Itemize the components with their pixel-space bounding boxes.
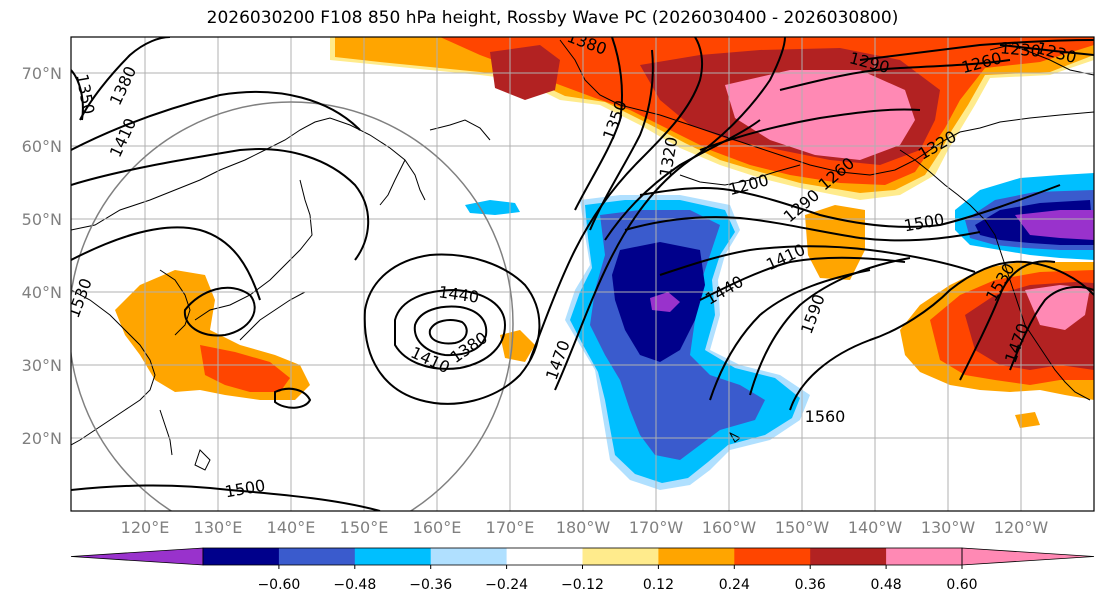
height-contours	[71, 37, 1094, 511]
colorbar-cell	[810, 548, 887, 565]
colorbar-cell	[278, 548, 356, 565]
colorbar-cell	[582, 548, 659, 565]
lat-label-60n: 60°N	[22, 137, 62, 156]
graticule	[71, 37, 1094, 511]
contour-label: 1230	[999, 38, 1041, 60]
colorbar-extend-low	[70, 547, 204, 566]
colorbar-tick-label: −0.36	[409, 577, 452, 593]
lon-label: 120°E	[121, 518, 170, 537]
colorbar-cells	[70, 547, 1095, 566]
lat-label-40n: 40°N	[22, 283, 62, 302]
colorbar-tick-label: 0.48	[871, 577, 902, 593]
colorbar-tick-label: −0.12	[561, 577, 604, 593]
lon-label: 130°E	[194, 518, 243, 537]
anomaly-positive-north	[330, 37, 1094, 280]
colorbar-cell	[203, 548, 280, 565]
anomaly-negative-pacific-northwest	[955, 173, 1094, 260]
lat-label-50n: 50°N	[22, 210, 62, 229]
lat-label-70n: 70°N	[22, 64, 62, 83]
lon-label: 140°E	[267, 518, 316, 537]
colorbar-tick-label: −0.60	[257, 577, 300, 593]
contour-label: 1560	[805, 407, 846, 426]
lon-label: 180°W	[556, 518, 611, 537]
colorbar-cell	[430, 548, 508, 565]
colorbar-tick-label: −0.48	[333, 577, 376, 593]
lon-label: 150°E	[340, 518, 389, 537]
colorbar-cell	[658, 548, 735, 565]
coastlines	[71, 39, 1094, 471]
lon-label: 170°W	[629, 518, 684, 537]
lon-label: 150°W	[775, 518, 830, 537]
colorbar-cell	[886, 548, 963, 565]
colorbar-tick-label: 0.24	[719, 577, 750, 593]
colorbar-cell	[506, 548, 583, 565]
lon-label: 160°E	[413, 518, 462, 537]
latitude-labels: 70°N 60°N 50°N 40°N 30°N 20°N	[22, 64, 62, 448]
colorbar-tick-label: −0.24	[485, 577, 528, 593]
colorbar-cell	[354, 548, 432, 565]
longitude-labels: 120°E 130°E 140°E 150°E 160°E 170°E 180°…	[121, 518, 1049, 537]
lon-label: 140°W	[848, 518, 903, 537]
colorbar-tick-label: 0.12	[643, 577, 674, 593]
colorbar-tick-label: 0.60	[946, 577, 977, 593]
colorbar-cell	[734, 548, 811, 565]
lon-label: 160°W	[702, 518, 757, 537]
lon-label: 120°W	[994, 518, 1049, 537]
map-area: 1350 1380 1410 1530 1500 1440 1410 1380 …	[71, 37, 1094, 511]
lat-label-20n: 20°N	[22, 429, 62, 448]
colorbar-ticks: −0.60 −0.48 −0.36 −0.24 −0.12 0.12 0.24 0.36 0.4…	[257, 565, 978, 593]
lat-label-30n: 30°N	[22, 356, 62, 375]
map-title: 2026030200 F108 850 hPa height, Rossby W…	[206, 8, 899, 28]
colorbar: −0.60 −0.48 −0.36 −0.24 −0.12 0.12 0.24 0.36 0.4…	[70, 547, 1095, 593]
colorbar-tick-label: 0.36	[795, 577, 826, 593]
anomaly-negative-central-pacific	[465, 195, 810, 490]
lon-label: 170°E	[486, 518, 535, 537]
range-circle	[71, 101, 514, 511]
map-frame	[70, 36, 1095, 512]
colorbar-extend-high	[961, 547, 1095, 566]
lon-label: 130°W	[921, 518, 976, 537]
